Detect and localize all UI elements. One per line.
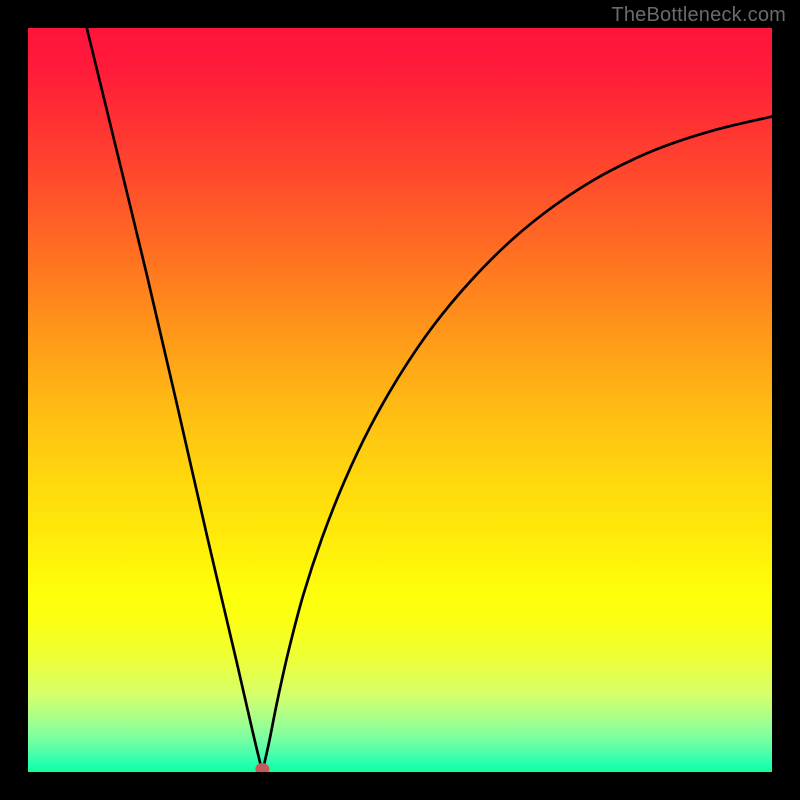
watermark-label: TheBottleneck.com (611, 4, 786, 27)
chart-container: TheBottleneck.com (0, 0, 800, 800)
bottleneck-curve-chart (0, 0, 800, 800)
gradient-background (28, 28, 772, 772)
